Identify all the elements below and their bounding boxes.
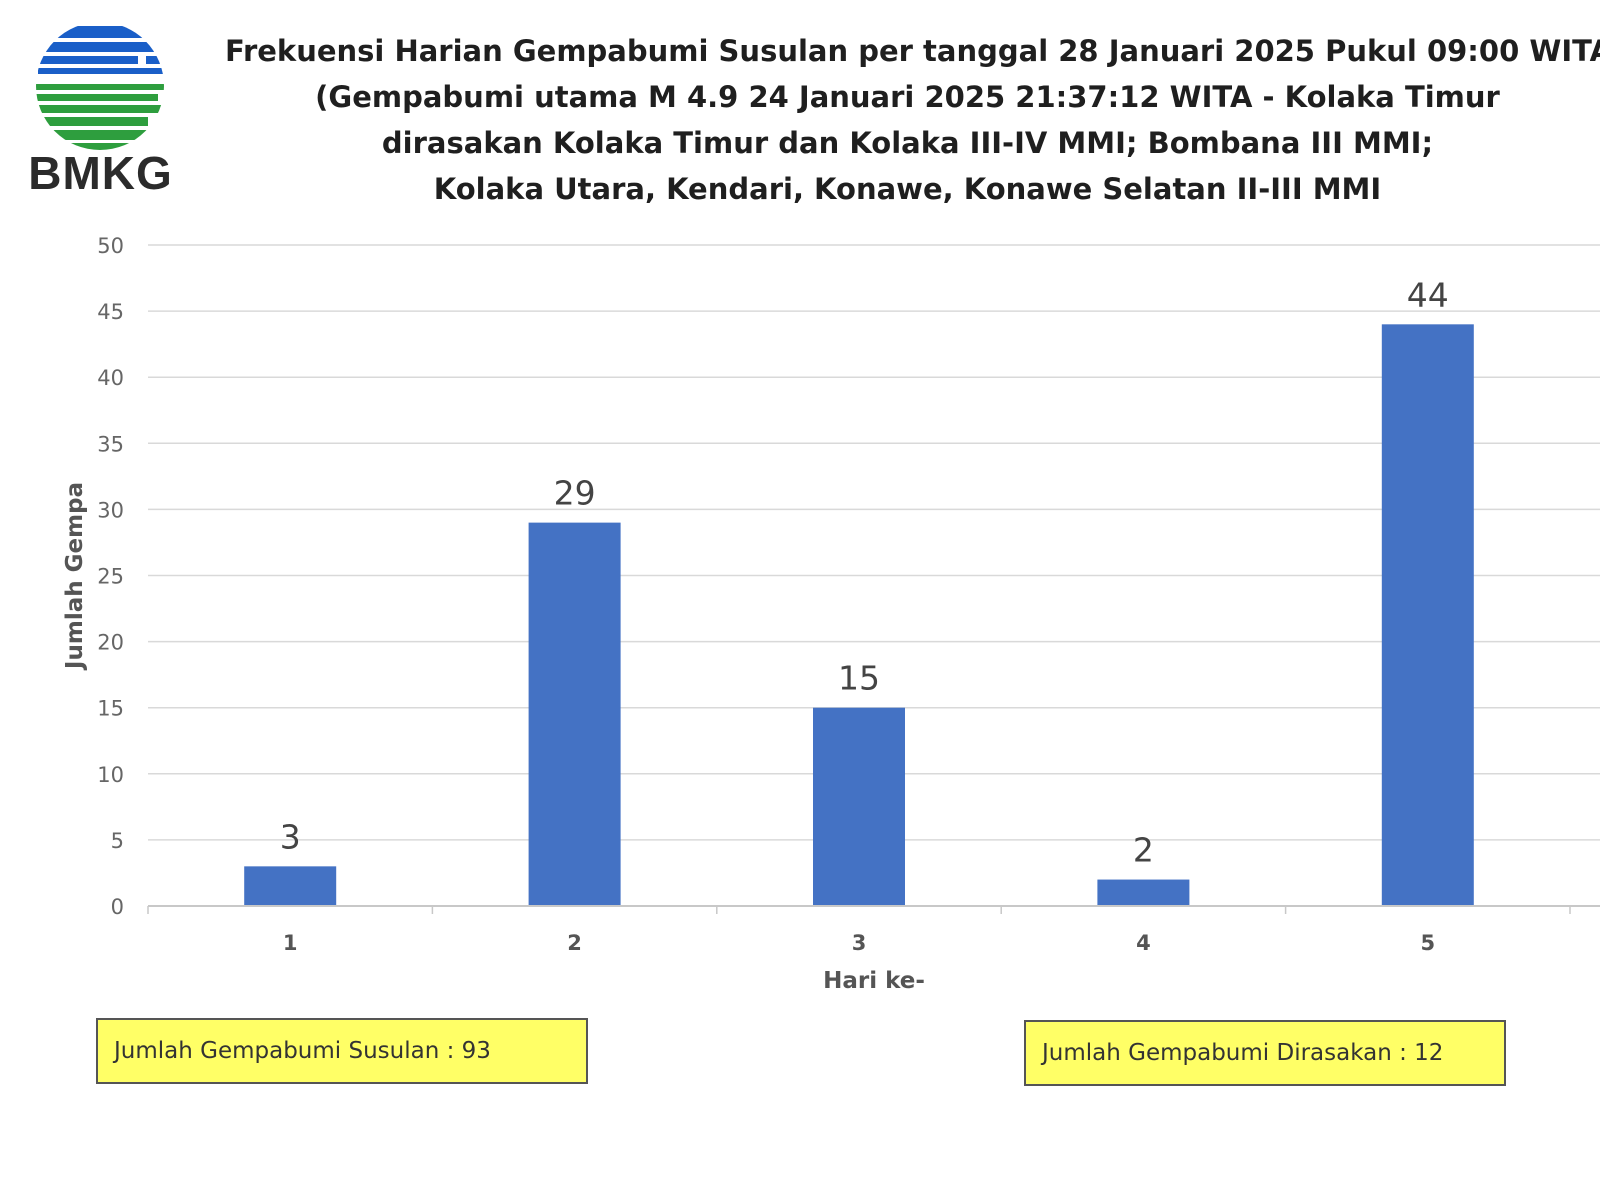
y-tick-label: 5 — [111, 829, 124, 853]
y-tick-label: 25 — [97, 565, 124, 589]
bmkg-emblem-icon — [36, 22, 164, 150]
total-aftershocks-box: Jumlah Gempabumi Susulan : 93 — [96, 1018, 588, 1084]
x-tick-label: 4 — [1136, 931, 1151, 955]
title-line-1: Frekuensi Harian Gempabumi Susulan per t… — [225, 34, 1600, 68]
bar — [244, 866, 337, 906]
bar — [528, 522, 621, 906]
y-tick-label: 10 — [97, 763, 124, 787]
data-label: 2 — [1133, 831, 1154, 870]
bar — [1381, 324, 1474, 906]
x-tick-label: 1 — [283, 931, 298, 955]
bar — [813, 707, 905, 906]
data-label: 44 — [1407, 275, 1449, 314]
data-label: 3 — [280, 817, 301, 856]
y-tick-label: 0 — [111, 895, 124, 919]
title-line-2: (Gempabumi utama M 4.9 24 Januari 2025 2… — [315, 80, 1500, 114]
x-axis-label: Hari ke- — [823, 968, 925, 994]
felt-earthquakes-text: Jumlah Gempabumi Dirasakan : 12 — [1042, 1040, 1444, 1066]
x-tick-label: 3 — [852, 931, 867, 955]
y-tick-label: 15 — [97, 697, 124, 721]
y-tick-label: 45 — [97, 300, 124, 324]
x-tick-labels: 1 2 3 4 5 — [147, 906, 1571, 955]
y-tick-label: 30 — [97, 498, 124, 522]
total-aftershocks-text: Jumlah Gempabumi Susulan : 93 — [114, 1038, 491, 1064]
logo-text: BMKG — [28, 147, 173, 199]
chart-title: Frekuensi Harian Gempabumi Susulan per t… — [225, 28, 1600, 212]
x-tick-label: 2 — [567, 931, 582, 955]
y-tick-label: 40 — [97, 366, 124, 390]
data-label: 29 — [554, 474, 596, 513]
y-tick-label: 35 — [97, 432, 124, 456]
data-label: 15 — [838, 659, 880, 698]
y-axis-label: Jumlah Gempa — [62, 482, 88, 671]
bmkg-logo: BMKG — [18, 22, 183, 202]
title-line-4: Kolaka Utara, Kendari, Konawe, Konawe Se… — [433, 172, 1382, 206]
bar — [1097, 879, 1190, 906]
bars: 3 29 15 2 44 — [244, 275, 1474, 906]
y-tick-labels: 0 5 10 15 20 25 30 35 40 45 50 — [97, 234, 124, 919]
y-tick-label: 50 — [97, 234, 124, 258]
title-line-3: dirasakan Kolaka Timur dan Kolaka III-IV… — [381, 126, 1434, 160]
y-tick-label: 20 — [97, 631, 124, 655]
x-tick-label: 5 — [1420, 931, 1435, 955]
felt-earthquakes-box: Jumlah Gempabumi Dirasakan : 12 — [1024, 1020, 1506, 1086]
